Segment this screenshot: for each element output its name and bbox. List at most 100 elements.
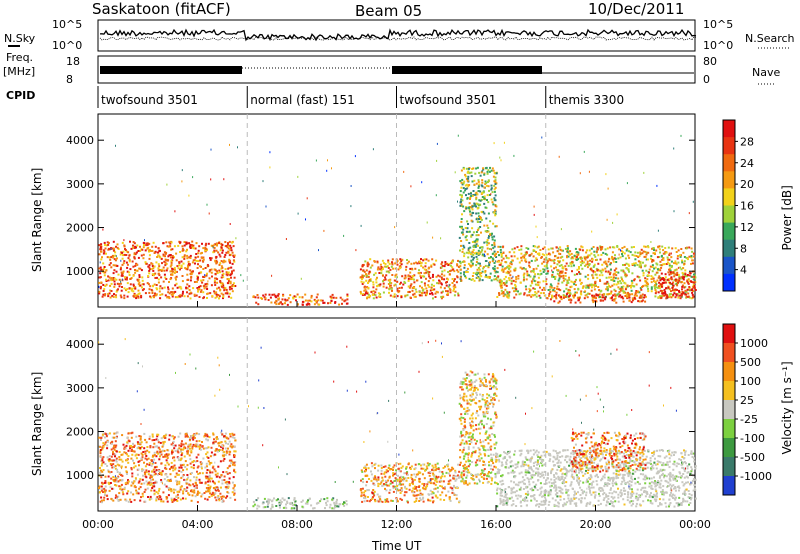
echo-cell <box>529 289 531 292</box>
echo-cell <box>138 276 141 278</box>
echo-cell <box>662 279 665 282</box>
echo-cell <box>115 494 117 497</box>
echo-cell <box>104 491 106 494</box>
echo-cell <box>424 488 427 491</box>
echo-cell <box>195 242 198 245</box>
echo-cell <box>609 246 612 249</box>
echo-cell <box>335 505 338 508</box>
echo-cell <box>137 250 140 252</box>
echo-cell <box>460 203 463 206</box>
echo-cell <box>476 166 479 169</box>
echo-cell <box>233 260 236 263</box>
echo-cell <box>315 300 318 303</box>
echo-cell <box>276 294 279 297</box>
echo-cell <box>102 456 105 459</box>
echo-cell <box>98 285 100 288</box>
echo-cell <box>187 476 190 479</box>
echo-cell <box>533 279 536 282</box>
echo-cell <box>128 260 131 263</box>
echo-cell <box>170 273 172 276</box>
echo-cell <box>413 485 416 488</box>
echo-cell <box>104 463 107 465</box>
echo-cell <box>200 289 203 292</box>
echo-cell <box>162 280 165 283</box>
echo-cell <box>130 289 133 292</box>
echo-cell <box>575 291 578 294</box>
echo-cell <box>201 441 203 443</box>
echo-cell <box>547 289 550 291</box>
echo-cell <box>496 260 499 263</box>
echo-cell <box>666 258 669 261</box>
echo-cell <box>583 150 585 153</box>
echo-cell <box>677 273 680 276</box>
echo-cell <box>98 436 101 439</box>
echo-cell <box>139 443 142 446</box>
echo-cell <box>423 272 426 275</box>
echo-cell <box>480 218 483 221</box>
echo-cell <box>110 497 113 500</box>
echo-cell <box>480 246 483 249</box>
echo-cell <box>165 269 168 272</box>
echo-cell <box>100 436 103 439</box>
echo-cell <box>136 269 139 272</box>
echo-cell <box>400 480 402 483</box>
echo-cell <box>485 230 488 233</box>
echo-cell <box>204 249 207 252</box>
echo-cell <box>555 246 558 249</box>
echo-cell <box>521 267 524 270</box>
echo-cell <box>680 268 683 271</box>
echo-cell <box>221 274 224 276</box>
echo-cell <box>228 477 231 480</box>
echo-cell <box>222 444 225 447</box>
echo-cell <box>175 282 178 285</box>
echo-cell <box>367 282 369 284</box>
echo-cell <box>113 445 115 448</box>
echo-cell <box>611 255 614 258</box>
echo-cell <box>100 285 102 288</box>
echo-cell <box>495 172 498 175</box>
echo-cell <box>133 256 136 259</box>
echo-cell <box>625 286 628 289</box>
echo-cell <box>342 503 345 506</box>
echo-cell <box>147 473 150 476</box>
echo-cell <box>225 288 228 291</box>
echo-cell <box>478 279 481 282</box>
echo-cell <box>215 249 218 252</box>
echo-cell <box>684 273 687 276</box>
echo-cell <box>389 268 392 271</box>
echo-cell <box>354 155 356 158</box>
echo-cell <box>114 459 117 462</box>
echo-cell <box>109 262 112 265</box>
echo-cell <box>659 285 662 288</box>
echo-cell <box>121 251 124 254</box>
echo-cell <box>229 244 232 247</box>
echo-cell <box>206 455 209 458</box>
echo-cell <box>171 449 174 452</box>
echo-cell <box>128 254 131 257</box>
echo-cell <box>330 299 333 302</box>
echo-cell <box>487 276 490 279</box>
echo-cell <box>211 295 214 298</box>
echo-cell <box>285 503 287 506</box>
echo-cell <box>263 497 266 500</box>
echo-cell <box>368 500 371 503</box>
echo-cell <box>219 255 222 258</box>
echo-cell <box>400 296 403 298</box>
echo-cell <box>163 449 166 452</box>
echo-cell <box>198 286 201 288</box>
echo-cell <box>459 268 462 271</box>
echo-cell <box>182 474 185 476</box>
echo-cell <box>206 487 209 490</box>
echo-cell <box>164 294 167 297</box>
echo-cell <box>607 287 609 290</box>
echo-cell <box>605 288 608 291</box>
echo-cell <box>633 262 635 265</box>
echo-cell <box>645 251 648 254</box>
echo-cell <box>650 281 653 284</box>
echo-cell <box>610 262 612 265</box>
echo-cell <box>423 477 426 480</box>
echo-cell <box>191 261 194 264</box>
echo-cell <box>501 286 503 289</box>
echo-cell <box>678 280 681 283</box>
